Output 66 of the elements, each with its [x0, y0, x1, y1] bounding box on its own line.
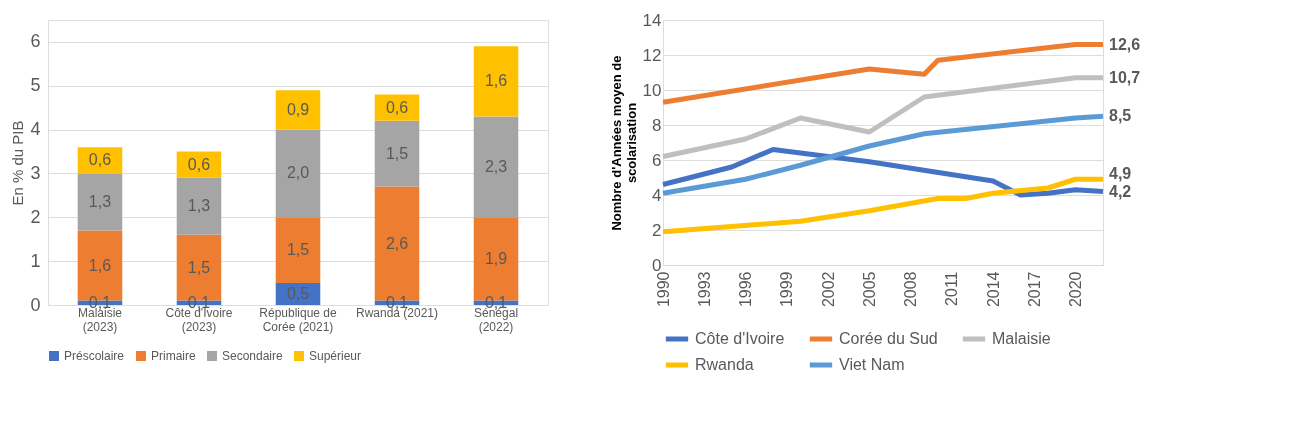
- data-label: 1,5: [286, 241, 310, 259]
- bar: [275, 90, 321, 130]
- y-tick-label: 14: [642, 10, 662, 30]
- y-tick-label: 2: [652, 220, 662, 240]
- data-label: 2,0: [286, 164, 310, 182]
- legend-label: Corée du Sud: [839, 330, 938, 347]
- x-tick-label: 1993: [695, 271, 713, 308]
- bar: [275, 217, 321, 284]
- legend-label: Supérieur: [309, 349, 362, 363]
- x-tick-label: 1999: [778, 271, 796, 308]
- data-label: 1,9: [484, 249, 508, 267]
- y-tick-label: 3: [30, 162, 41, 183]
- data-label: 1,3: [88, 192, 112, 210]
- legend-label: Rwanda: [695, 356, 754, 373]
- data-label: 1,3: [187, 197, 211, 215]
- x-tick-label: 2011: [943, 271, 961, 306]
- bar: [473, 116, 519, 218]
- data-label: 4,2: [1109, 182, 1132, 200]
- x-tick-label: 2005: [860, 271, 878, 308]
- data-label: 2,6: [385, 234, 409, 252]
- legend-label: Malaisie: [992, 330, 1051, 347]
- data-label: 2,3: [484, 157, 508, 175]
- y-tick-label: 4: [652, 185, 662, 205]
- x-tick-label: 2017: [1025, 271, 1043, 308]
- x-tick-label: 1996: [737, 271, 754, 308]
- y-tick-label: 6: [652, 150, 662, 170]
- data-label: 0,6: [385, 98, 409, 116]
- data-label: 8,5: [1109, 107, 1132, 125]
- x-tick-label: 2020: [1067, 271, 1084, 308]
- data-label: 0,6: [187, 155, 211, 173]
- x-tick-label: 2014: [984, 271, 1002, 308]
- y-tick-label: 8: [652, 115, 662, 135]
- y-axis-title: En % du PIB: [9, 120, 27, 206]
- data-label: 4,9: [1109, 164, 1132, 182]
- data-label: 1,6: [484, 72, 508, 90]
- data-label: 1,5: [187, 258, 211, 276]
- x-tick-label: 2008: [902, 271, 919, 308]
- legend-label: Viet Nam: [839, 356, 905, 373]
- y-tick-label: 6: [30, 31, 41, 52]
- bar: [77, 173, 123, 231]
- y-tick-label: 4: [30, 119, 41, 140]
- legend-label: Secondaire: [222, 349, 284, 363]
- data-label: 0,5: [286, 285, 310, 303]
- legend-label: Côte d'Ivoire: [695, 330, 785, 347]
- x-tick-label: République de Corée (2021): [259, 305, 338, 334]
- data-label: 12,6: [1109, 35, 1141, 53]
- y-tick-label: 1: [30, 250, 41, 271]
- bar: [473, 46, 519, 117]
- y-tick-label: 12: [642, 45, 662, 65]
- data-label: 1,6: [88, 256, 112, 274]
- x-tick-label: 2002: [819, 271, 837, 308]
- bar: [374, 120, 420, 187]
- bar: [275, 129, 321, 218]
- y-tick-label: 5: [30, 75, 41, 96]
- data-label: 10,7: [1109, 68, 1141, 86]
- legend-label: Préscolaire: [64, 349, 125, 363]
- data-label: 1,5: [385, 144, 409, 162]
- y-tick-label: 2: [30, 206, 41, 227]
- data-label: 0,6: [88, 151, 112, 169]
- y-axis-title: Nombre d'Années moyen de scolarisation: [608, 55, 639, 231]
- y-tick-label: 10: [642, 80, 662, 100]
- x-tick-label: 1990: [654, 271, 672, 308]
- data-label: 0,9: [286, 100, 310, 118]
- y-tick-label: 0: [30, 294, 41, 315]
- legend-label: Primaire: [151, 349, 196, 363]
- bar: [176, 177, 222, 235]
